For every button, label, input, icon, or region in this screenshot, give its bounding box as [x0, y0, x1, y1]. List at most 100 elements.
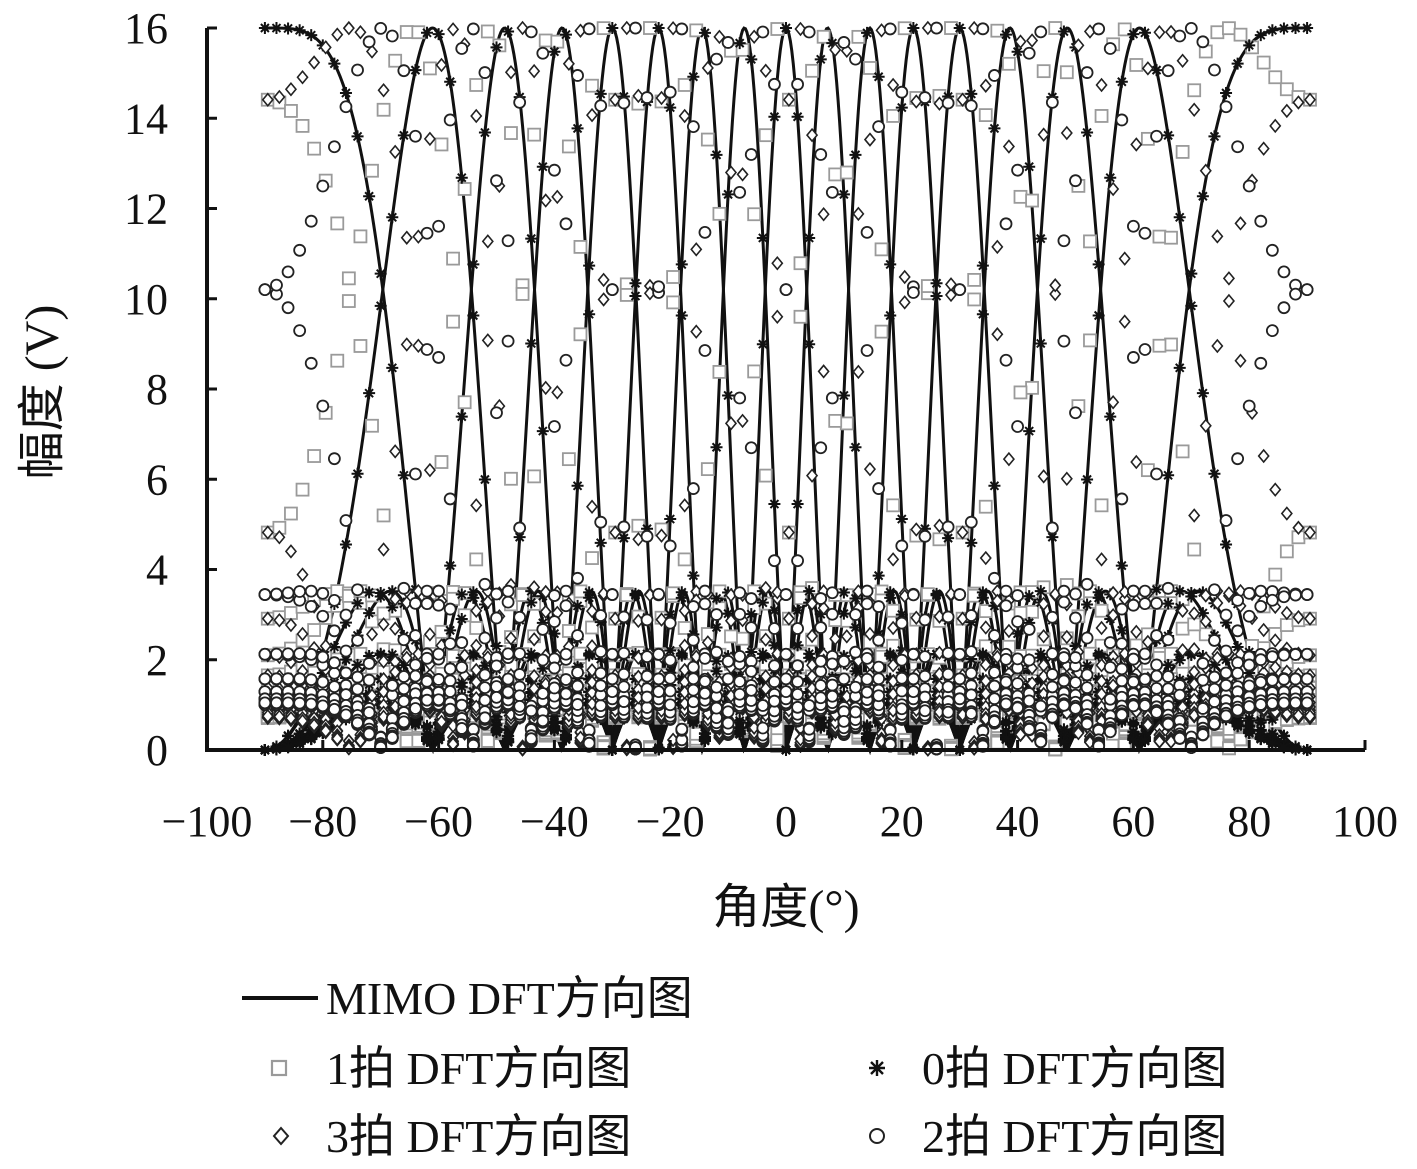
star-marker	[733, 721, 746, 734]
circle-marker	[825, 185, 839, 199]
star-marker	[1173, 211, 1186, 224]
circle-marker	[953, 588, 967, 601]
star-marker	[1254, 732, 1267, 745]
diamond-marker	[759, 580, 772, 596]
star-marker	[1289, 22, 1302, 35]
circle-marker	[791, 675, 804, 689]
diamond-marker	[551, 385, 564, 400]
circle-marker	[941, 520, 955, 534]
diamond-marker	[284, 544, 297, 559]
diamond-marker	[389, 444, 402, 459]
diamond-marker	[1303, 525, 1317, 540]
diamond-marker	[1095, 77, 1108, 93]
star-marker	[1162, 469, 1175, 482]
star-marker	[849, 592, 862, 605]
circle-marker	[1045, 668, 1059, 681]
square-marker	[457, 182, 472, 196]
star-marker	[675, 258, 688, 271]
circle-marker	[860, 225, 874, 239]
star-marker	[594, 87, 607, 100]
star-marker	[629, 589, 642, 602]
diamond-marker	[400, 230, 413, 245]
diamond-marker	[887, 77, 900, 93]
circle-marker	[999, 353, 1013, 367]
square-marker	[1083, 333, 1097, 348]
diamond-marker	[724, 416, 738, 431]
circle-marker	[663, 671, 677, 685]
diamond-marker	[365, 688, 379, 703]
star-marker	[768, 639, 781, 652]
diamond-marker	[782, 525, 795, 540]
diamond-marker	[435, 714, 448, 730]
star-marker	[976, 308, 989, 321]
diamond-marker	[736, 413, 749, 429]
square-marker	[469, 621, 484, 635]
circle-marker	[768, 77, 781, 91]
star-marker	[536, 590, 549, 603]
diamond-marker	[979, 657, 992, 672]
diamond-marker	[991, 239, 1004, 255]
star-marker	[884, 591, 897, 604]
star-marker	[756, 647, 769, 660]
circle-marker	[918, 91, 932, 104]
diamond-marker	[1014, 34, 1027, 49]
circle-marker	[837, 672, 851, 686]
diamond-marker	[1188, 606, 1201, 621]
diamond-marker	[331, 27, 344, 42]
star-marker	[722, 389, 735, 402]
diamond-marker	[1211, 650, 1224, 666]
diamond-marker	[1153, 734, 1166, 749]
diamond-marker	[389, 591, 402, 607]
diamond-marker	[655, 90, 668, 106]
star-marker	[1115, 75, 1128, 88]
diamond-marker	[1153, 24, 1166, 40]
star-marker	[293, 737, 306, 750]
circle-marker	[825, 391, 839, 405]
star-marker	[675, 649, 688, 662]
circle-marker	[895, 653, 909, 667]
star-marker	[1266, 713, 1279, 726]
diamond-marker	[1257, 141, 1270, 156]
star-marker	[745, 53, 758, 66]
star-marker	[339, 616, 352, 629]
diamond-marker	[377, 617, 390, 632]
circle-marker	[860, 652, 874, 665]
star-marker	[976, 649, 989, 662]
star-marker	[710, 621, 723, 634]
star-marker	[895, 513, 908, 526]
star-marker	[1034, 647, 1047, 660]
star-marker	[837, 607, 850, 620]
star-marker	[652, 22, 665, 35]
square-marker	[758, 128, 773, 143]
star-marker	[664, 101, 677, 114]
diamond-marker	[1257, 448, 1270, 464]
diamond-marker	[1141, 717, 1154, 732]
diamond-marker	[354, 733, 367, 749]
star-marker	[606, 22, 619, 34]
circle-marker	[988, 69, 1001, 82]
circle-marker	[941, 96, 955, 110]
star-marker	[351, 658, 364, 671]
star-marker	[258, 22, 271, 34]
star-marker	[1266, 24, 1279, 37]
star-marker	[1231, 720, 1244, 733]
circle-marker	[814, 441, 828, 455]
star-marker	[1000, 28, 1013, 41]
diamond-marker	[1130, 454, 1143, 470]
diamond-marker	[308, 717, 321, 733]
diamond-marker	[678, 498, 691, 513]
square-marker	[758, 468, 773, 483]
diamond-marker	[1199, 588, 1212, 603]
square-marker	[1025, 604, 1039, 619]
star-marker	[270, 22, 283, 35]
star-marker	[872, 569, 885, 582]
circle-marker	[941, 667, 955, 681]
diamond-marker	[1095, 620, 1108, 636]
diamond-marker	[423, 131, 436, 147]
diamond-marker	[342, 20, 355, 36]
star-marker	[1034, 337, 1047, 350]
square-marker	[677, 78, 692, 92]
circle-marker	[814, 621, 828, 634]
diamond-marker	[1292, 609, 1305, 625]
diamond-marker	[261, 525, 274, 540]
